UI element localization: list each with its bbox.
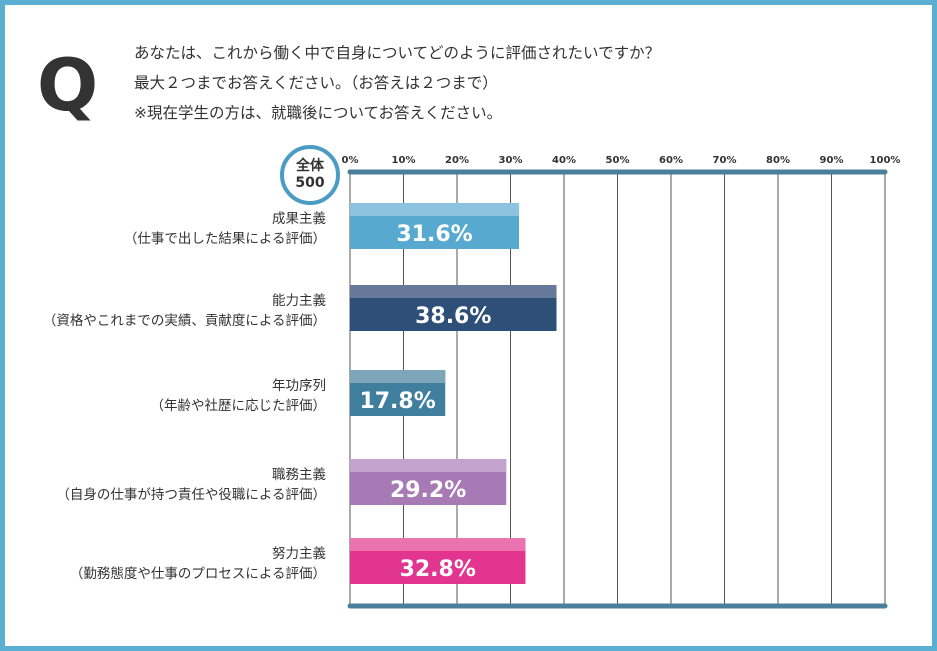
- tick-label: 90%: [820, 155, 844, 166]
- tick-label: 30%: [499, 155, 523, 166]
- tick-label: 50%: [606, 155, 630, 166]
- category-desc: （年齢や社歴に応じた評価）: [150, 398, 327, 414]
- question-line-1: あなたは、これから働く中で自身についてどのように評価されたいですか？: [134, 44, 661, 62]
- category-label: 成果主義 （仕事で出した結果による評価）: [124, 209, 326, 249]
- tick-label: 20%: [445, 155, 469, 166]
- value-label: 17.8%: [359, 389, 435, 414]
- category-label: 職務主義 （自身の仕事が持つ責任や役職による評価）: [56, 465, 326, 505]
- category-name: 年功序列: [272, 378, 326, 394]
- bar-highlight: [350, 538, 526, 551]
- category-label: 年功序列 （年齢や社歴に応じた評価）: [151, 376, 327, 416]
- tick-label: 60%: [659, 155, 683, 166]
- bar-highlight: [350, 285, 557, 298]
- bar-chart: 0% 10% 20% 30% 40% 50% 60% 70% 80% 90% 100% 31.6% 38…: [342, 155, 901, 609]
- bar-highlight: [350, 203, 520, 216]
- tick-label: 40%: [552, 155, 576, 166]
- question-line-2: 最大２つまでお答えください。（お答えは２つまで）: [134, 74, 498, 92]
- tick-label: 70%: [713, 155, 737, 166]
- question-line-3: ※現在学生の方は、就職後についてお答えください。: [134, 104, 503, 122]
- category-desc: （仕事で出した結果による評価）: [123, 231, 326, 247]
- tick-label: 100%: [870, 155, 901, 166]
- value-label: 29.2%: [390, 478, 466, 503]
- sample-badge: 全体 500: [280, 145, 340, 205]
- category-name: 努力主義: [272, 546, 326, 562]
- category-label: 努力主義 （勤務態度や仕事のプロセスによる評価）: [70, 544, 326, 584]
- category-desc: （資格やこれまでの実績、貢献度による評価）: [42, 313, 326, 329]
- tick-label: 0%: [342, 155, 359, 166]
- tick-label: 10%: [392, 155, 416, 166]
- category-name: 成果主義: [272, 211, 326, 227]
- badge-label: 全体: [296, 158, 324, 174]
- bar-highlight: [350, 459, 507, 472]
- category-label: 能力主義 （資格やこれまでの実績、貢献度による評価）: [43, 291, 326, 331]
- value-label: 38.6%: [415, 304, 491, 329]
- value-label: 31.6%: [396, 222, 472, 247]
- bar-highlight: [350, 370, 446, 383]
- category-desc: （勤務態度や仕事のプロセスによる評価）: [69, 566, 326, 582]
- tick-label: 80%: [766, 155, 790, 166]
- category-desc: （自身の仕事が持つ責任や役職による評価）: [56, 487, 326, 503]
- category-name: 能力主義: [272, 293, 326, 309]
- badge-n: 500: [295, 175, 325, 191]
- q-mark: Q: [37, 43, 99, 127]
- value-label: 32.8%: [400, 557, 476, 582]
- category-name: 職務主義: [272, 467, 326, 483]
